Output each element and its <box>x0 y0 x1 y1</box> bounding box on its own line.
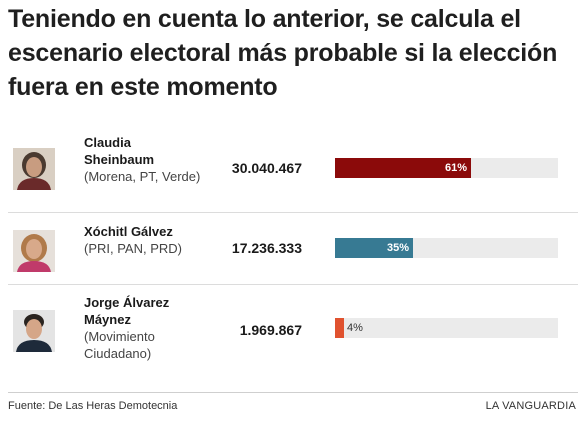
candidate-name: Xóchitl Gálvez <box>84 224 173 239</box>
brand-logo-text: LA VANGUARDIA <box>485 400 576 412</box>
bar-fill <box>335 238 413 258</box>
avatar-face <box>26 157 42 177</box>
avatar-body <box>17 261 51 272</box>
row-divider <box>8 212 578 213</box>
candidate-photo <box>13 230 55 272</box>
row-divider <box>8 284 578 285</box>
candidate-info: Xóchitl Gálvez (PRI, PAN, PRD) <box>84 223 204 257</box>
candidate-row: Jorge Álvarez Máynez (Movimiento Ciudada… <box>8 292 578 372</box>
avatar-face <box>26 239 42 259</box>
bar-track: 61% <box>335 158 558 178</box>
bar-fill <box>335 158 471 178</box>
candidate-photo <box>13 148 55 190</box>
candidate-party: (PRI, PAN, PRD) <box>84 241 182 256</box>
candidate-photo <box>13 310 55 352</box>
candidate-row: Claudia Sheinbaum (Morena, PT, Verde) 30… <box>8 130 578 206</box>
candidate-info: Jorge Álvarez Máynez (Movimiento Ciudada… <box>84 294 194 362</box>
candidate-row: Xóchitl Gálvez (PRI, PAN, PRD) 17.236.33… <box>8 220 578 284</box>
chart-title: Teniendo en cuenta lo anterior, se calcu… <box>8 5 558 101</box>
bar-percent-label: 4% <box>347 322 363 334</box>
avatar-body <box>16 340 52 352</box>
bar-percent-label: 61% <box>445 162 468 174</box>
vote-count: 30.040.467 <box>231 160 302 176</box>
avatar-face <box>26 319 42 339</box>
candidate-info: Claudia Sheinbaum (Morena, PT, Verde) <box>84 134 204 185</box>
source-note: Fuente: De Las Heras Demotecnia <box>8 400 178 412</box>
vote-count: 1.969.867 <box>239 322 302 338</box>
bar-fill <box>335 318 344 338</box>
candidate-party: (Morena, PT, Verde) <box>84 169 201 184</box>
candidate-name: Jorge Álvarez Máynez <box>84 295 170 327</box>
avatar-image <box>13 148 55 190</box>
avatar-image <box>13 230 55 272</box>
vote-count: 17.236.333 <box>231 240 302 256</box>
avatar-image <box>13 310 55 352</box>
bar-percent-label: 35% <box>387 242 410 254</box>
bar-track: 4% <box>335 318 558 338</box>
row-divider-top <box>8 120 578 121</box>
footer-divider <box>8 392 578 393</box>
candidate-name: Claudia Sheinbaum <box>84 135 155 167</box>
bar-track: 35% <box>335 238 558 258</box>
avatar-body <box>17 178 51 190</box>
candidate-party: (Movimiento Ciudadano) <box>84 329 155 361</box>
